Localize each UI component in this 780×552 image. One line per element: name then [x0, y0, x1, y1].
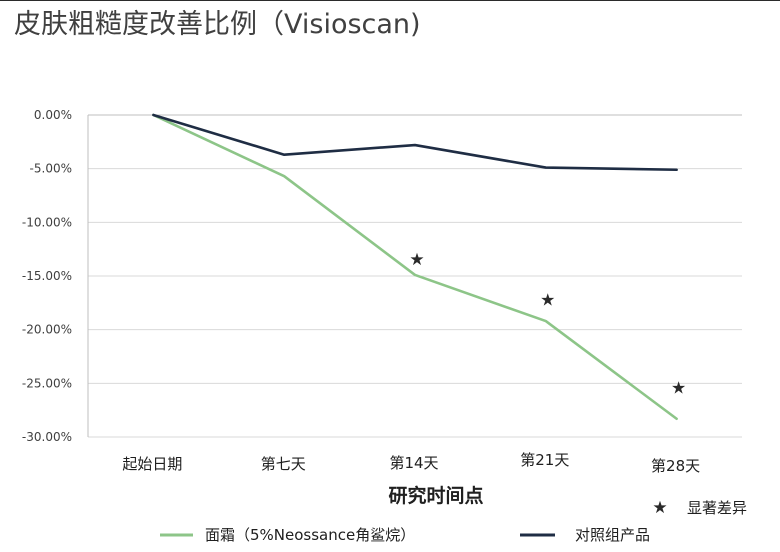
series-line-1 [152, 113, 678, 172]
x-tick-label: 第28天 [651, 457, 700, 475]
significance-star: ★ [409, 250, 424, 270]
x-tick-label: 第21天 [520, 451, 569, 469]
legend-star-icon: ★ [652, 498, 667, 518]
legend-label-0: 面霜（5%Neossance角鲨烷） [205, 526, 415, 544]
legend-significance-label: 显著差异 [687, 499, 747, 517]
y-tick-label: -20.00% [22, 323, 72, 337]
significance-star: ★ [671, 379, 686, 399]
y-tick-label: 0.00% [34, 108, 72, 122]
y-tick-label: -5.00% [30, 162, 72, 176]
x-tick-label: 第14天 [389, 454, 438, 472]
y-tick-label: -30.00% [22, 430, 72, 444]
y-tick-label: -25.00% [22, 376, 72, 390]
significance-star: ★ [540, 291, 555, 311]
legend-label-1: 对照组产品 [575, 526, 650, 544]
y-tick-label: -10.00% [22, 215, 72, 229]
series-lines [152, 113, 678, 421]
gridlines [88, 168, 742, 438]
significance-markers: ★ ★ ★ [409, 250, 686, 399]
y-tick-label: -15.00% [22, 269, 72, 283]
chart-title: 皮肤粗糙度改善比例（Visioscan) [14, 9, 421, 40]
x-axis-label: 研究时间点 [388, 484, 483, 507]
x-tick-label: 起始日期 [122, 455, 182, 473]
y-tick-labels: 0.00% -5.00% -10.00% -15.00% -20.00% -25.00% -… [22, 108, 72, 444]
axes [87, 114, 742, 437]
x-tick-labels: 起始日期 第七天 第14天 第21天 第28天 [122, 451, 700, 475]
top-border [0, 0, 780, 1]
x-tick-label: 第七天 [261, 455, 306, 473]
